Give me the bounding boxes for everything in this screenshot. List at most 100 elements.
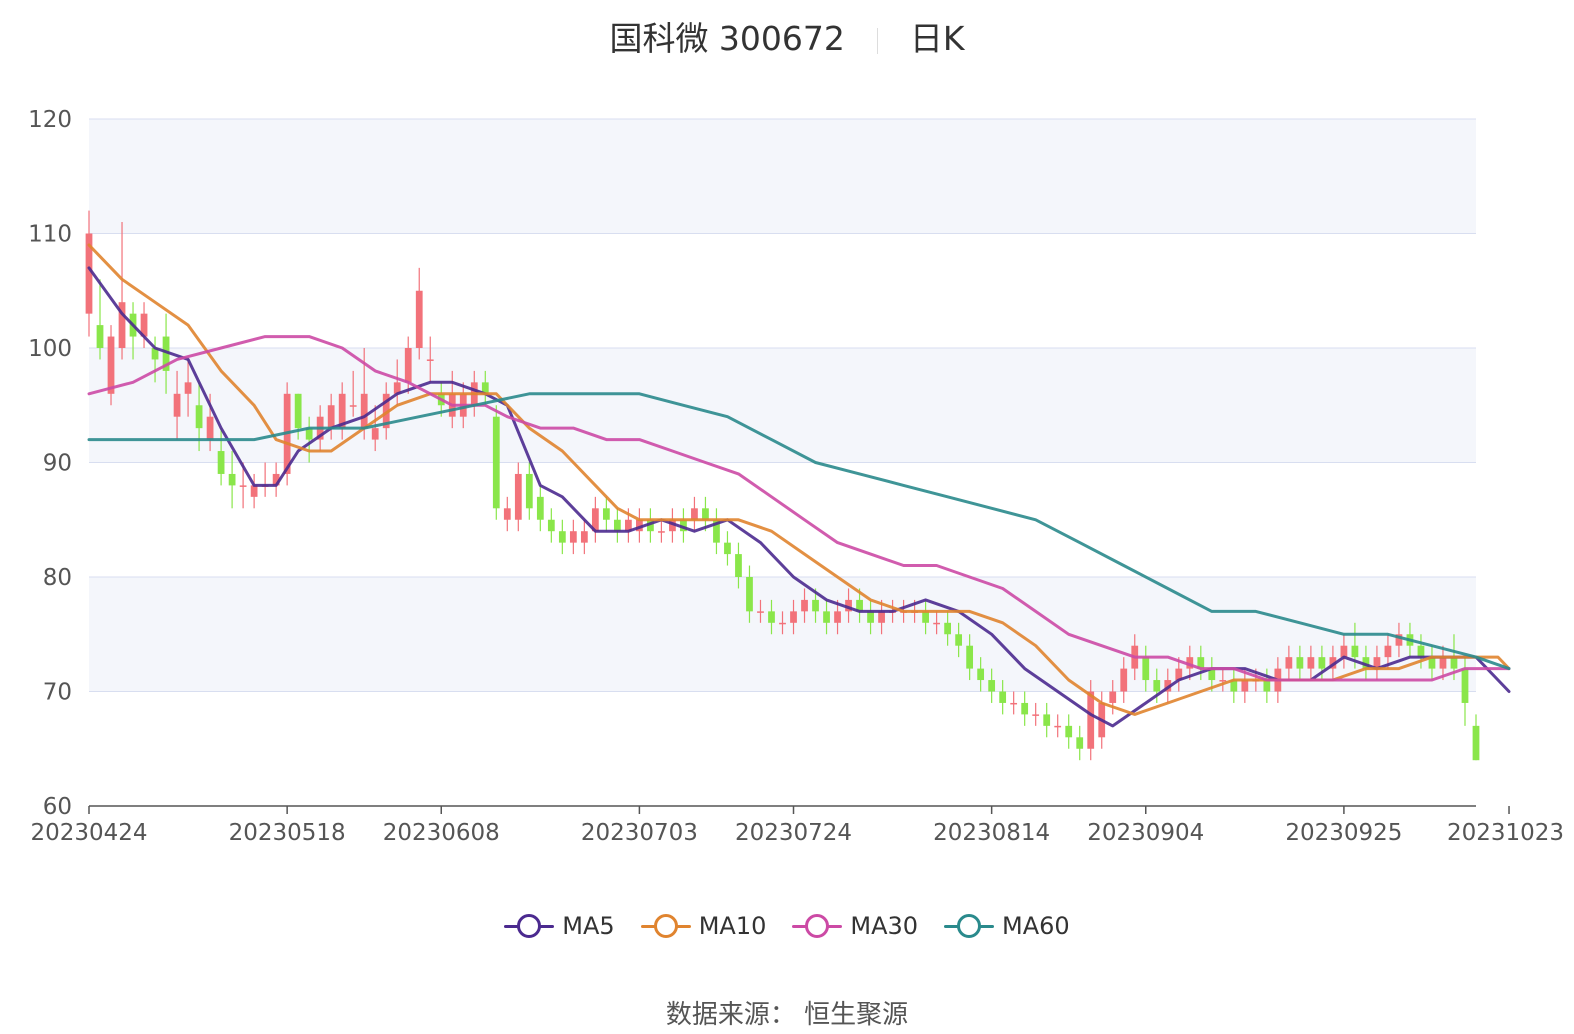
candle-body [812, 599, 819, 612]
candle-body [327, 405, 335, 429]
legend-symbol [504, 913, 555, 939]
candle-body [955, 634, 963, 646]
candle-body [1120, 668, 1128, 692]
candle-body [746, 577, 753, 612]
candle-body [1351, 645, 1359, 658]
candle-body [790, 611, 797, 623]
candle-body [382, 393, 390, 429]
plot-band [89, 119, 1476, 234]
candle-body [713, 519, 720, 543]
candle-body [514, 473, 522, 520]
candle-body [680, 519, 687, 532]
candle-body [1329, 657, 1337, 669]
candle-body [625, 519, 632, 532]
x-tick-label: 20230814 [933, 820, 1050, 846]
chart-title-sub: 日K [909, 19, 965, 58]
candle-body [647, 519, 654, 532]
chart-title-main: 国科微 300672 [609, 19, 845, 58]
x-tick-label: 20230904 [1087, 820, 1204, 846]
x-tick-label: 20230703 [581, 820, 698, 846]
candle-body [580, 531, 588, 543]
candle-body [426, 359, 434, 361]
candle-body [768, 611, 775, 623]
candle-body [702, 508, 709, 520]
candle-body [658, 531, 665, 533]
candle-body [492, 416, 500, 509]
moving-average-lines[interactable] [87, 243, 1511, 728]
candle-body [933, 622, 940, 625]
legend-item-ma5[interactable]: MA5 [504, 912, 615, 940]
candle-body [1373, 657, 1381, 669]
legend-item-ma30[interactable]: MA30 [792, 912, 918, 940]
candle-body [845, 599, 852, 612]
legend-item-ma10[interactable]: MA10 [640, 912, 767, 940]
x-tick-label: 20230424 [30, 820, 147, 846]
candle-body [724, 542, 731, 555]
candle-body [944, 622, 952, 635]
ma-line-ma30 [87, 335, 1511, 682]
kline-chart: 60 70 80 90 100 110 120 20230424 20230518 202306… [28, 107, 1564, 846]
y-tick-label: 60 [43, 794, 72, 820]
y-tick-label: 120 [28, 107, 72, 133]
candle-body [922, 611, 929, 623]
candle-body [1065, 725, 1073, 738]
candle-body [305, 428, 313, 440]
candle-body [1285, 657, 1293, 669]
candle-body [1054, 725, 1062, 728]
candle-body [272, 473, 280, 486]
candle-body [1109, 691, 1117, 703]
y-tick-label: 90 [43, 451, 72, 477]
candle-body [591, 508, 599, 532]
candle-body [294, 393, 302, 429]
candle-body [1450, 657, 1458, 669]
candle-body [349, 405, 357, 407]
candle-body [217, 451, 225, 474]
x-tick-label: 20230518 [229, 820, 346, 846]
candle-body [636, 519, 643, 532]
candle-body [1021, 702, 1029, 715]
candle-body [1241, 680, 1249, 692]
candle-body [360, 393, 368, 429]
candle-body [1208, 668, 1216, 681]
candle-body [118, 302, 126, 348]
candle-body [999, 691, 1007, 703]
y-tick-label: 100 [28, 336, 72, 362]
candle-body [757, 611, 764, 613]
candle-body [140, 313, 148, 337]
legend-item-ma60[interactable]: MA60 [944, 912, 1070, 940]
x-axis: 20230424 20230518 20230608 20230703 20230724… [30, 805, 1564, 846]
candle-body [988, 680, 996, 692]
candle-body [481, 382, 489, 394]
legend-symbol [944, 913, 995, 939]
candle-body [536, 496, 544, 520]
candle-body [569, 531, 577, 543]
candle-body [1076, 737, 1084, 749]
candle-body [206, 416, 214, 440]
candle-body [1087, 691, 1095, 749]
candle-body [250, 485, 258, 497]
legend-label: MA60 [1002, 912, 1070, 940]
candle-body [1362, 657, 1370, 669]
candle-body [691, 508, 698, 520]
candle-body [1043, 714, 1051, 726]
candle-body [1010, 702, 1018, 705]
candle-body [669, 519, 676, 532]
candle-body [735, 554, 742, 577]
candle-body [239, 485, 247, 487]
candle-body [173, 393, 181, 417]
candle-body [977, 668, 985, 681]
candle-body [1219, 680, 1227, 682]
y-tick-label: 110 [28, 222, 72, 248]
x-tick-label: 20230608 [383, 820, 500, 846]
candle-body [1186, 657, 1194, 669]
candle-body [96, 325, 104, 348]
candle-body [1175, 668, 1183, 681]
legend-label: MA10 [698, 912, 767, 940]
candle-body [1439, 657, 1447, 669]
legend: MA5 MA10 MA30 MA60 [0, 912, 1574, 940]
candle-body [602, 508, 610, 520]
candle-body [1395, 634, 1403, 646]
candle-body [547, 519, 555, 532]
candle-body [801, 599, 808, 612]
x-tick-label: 20230724 [735, 820, 852, 846]
